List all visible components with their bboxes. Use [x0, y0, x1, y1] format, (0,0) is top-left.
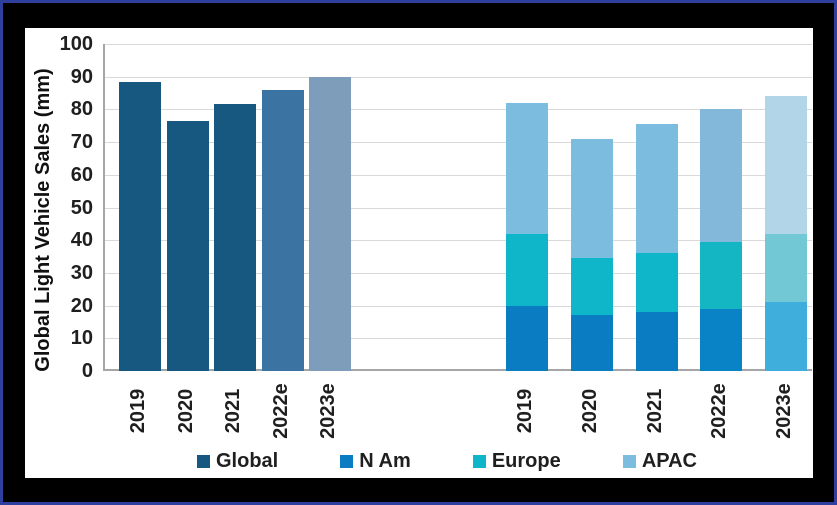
legend-item-europe: Europe: [472, 450, 561, 472]
bar-apac-2020: [570, 138, 613, 259]
y-tick-label: 50: [70, 196, 93, 219]
y-tick-label: 0: [81, 360, 93, 382]
bar-nam-2019: [506, 305, 548, 371]
plot-area: [103, 44, 812, 371]
gridline-20: [105, 305, 812, 307]
y-tick-label: 40: [70, 229, 93, 252]
bar-global-2021: [214, 104, 256, 371]
bar-europe-2019: [506, 233, 548, 306]
y-tick-label: 60: [70, 163, 93, 186]
legend-label-global: Global: [216, 450, 279, 472]
gridline-90: [105, 76, 812, 78]
legend-label-nam: N Am: [359, 450, 411, 472]
legend-swatch-europe: [472, 454, 486, 468]
legend: Global N Am Europe APAC: [197, 450, 697, 472]
gridline-30: [105, 272, 812, 274]
y-tick-label: 80: [70, 98, 93, 121]
x-tick-label-global-total-bars-2022e: 2022e: [269, 383, 292, 439]
y-tick-label: 30: [70, 261, 93, 284]
bar-nam-2023e: [765, 302, 807, 371]
chart-panel: Global Light Vehicle Sales (mm) 0 10 20 30 4…: [25, 28, 813, 478]
x-tick-label-global-total-bars-2019: 2019: [127, 388, 149, 434]
bar-nam-2020: [570, 315, 613, 371]
y-tick-label: 20: [70, 294, 93, 317]
legend-label-europe: Europe: [491, 450, 561, 472]
legend-swatch-apac: [622, 454, 636, 468]
bar-apac-2023e: [765, 96, 807, 234]
bar-europe-2023e: [765, 233, 807, 303]
bar-nam-2022e: [700, 308, 743, 371]
x-tick-label-regional-stacked-bars-2020: 2020: [578, 388, 601, 434]
y-tick-label: 10: [70, 327, 93, 350]
y-tick-label: 90: [70, 65, 93, 88]
bar-global-2019: [119, 81, 161, 371]
y-tick-label: 70: [70, 131, 93, 154]
x-tick-label-regional-stacked-bars-2022e: 2022e: [708, 383, 731, 439]
gridline-100: [105, 44, 812, 45]
bar-global-2022e: [261, 89, 304, 371]
gridline-80: [105, 109, 812, 111]
gridline-50: [105, 207, 812, 209]
gridline-70: [105, 142, 812, 144]
bar-apac-2021: [635, 124, 678, 254]
x-tick-label-global-total-bars-2021: 2021: [222, 388, 244, 434]
legend-label-apac: APAC: [641, 450, 697, 472]
bar-global-2023e: [309, 76, 351, 371]
gridline-10: [105, 338, 812, 340]
x-tick-label-global-total-bars-2023e: 2023e: [317, 383, 339, 439]
legend-swatch-nam: [340, 454, 354, 468]
gridline-40: [105, 240, 812, 242]
legend-item-nam: N Am: [340, 450, 411, 472]
bar-europe-2020: [570, 258, 613, 316]
x-tick-label-regional-stacked-bars-2023e: 2023e: [773, 383, 795, 439]
bar-apac-2022e: [700, 109, 743, 242]
x-tick-label-regional-stacked-bars-2021: 2021: [643, 388, 666, 434]
x-tick-label-global-total-bars-2020: 2020: [174, 388, 197, 434]
bar-apac-2019: [506, 102, 548, 234]
bar-europe-2021: [635, 253, 678, 313]
y-tick-label: 100: [59, 33, 93, 55]
x-tick-label-regional-stacked-bars-2019: 2019: [514, 388, 536, 434]
legend-swatch-global: [197, 454, 210, 468]
bar-europe-2022e: [700, 241, 743, 309]
legend-item-global: Global: [197, 450, 278, 472]
bar-nam-2021: [635, 312, 678, 371]
legend-item-apac: APAC: [622, 450, 697, 472]
gridline-60: [105, 174, 812, 176]
bar-global-2020: [166, 120, 209, 371]
